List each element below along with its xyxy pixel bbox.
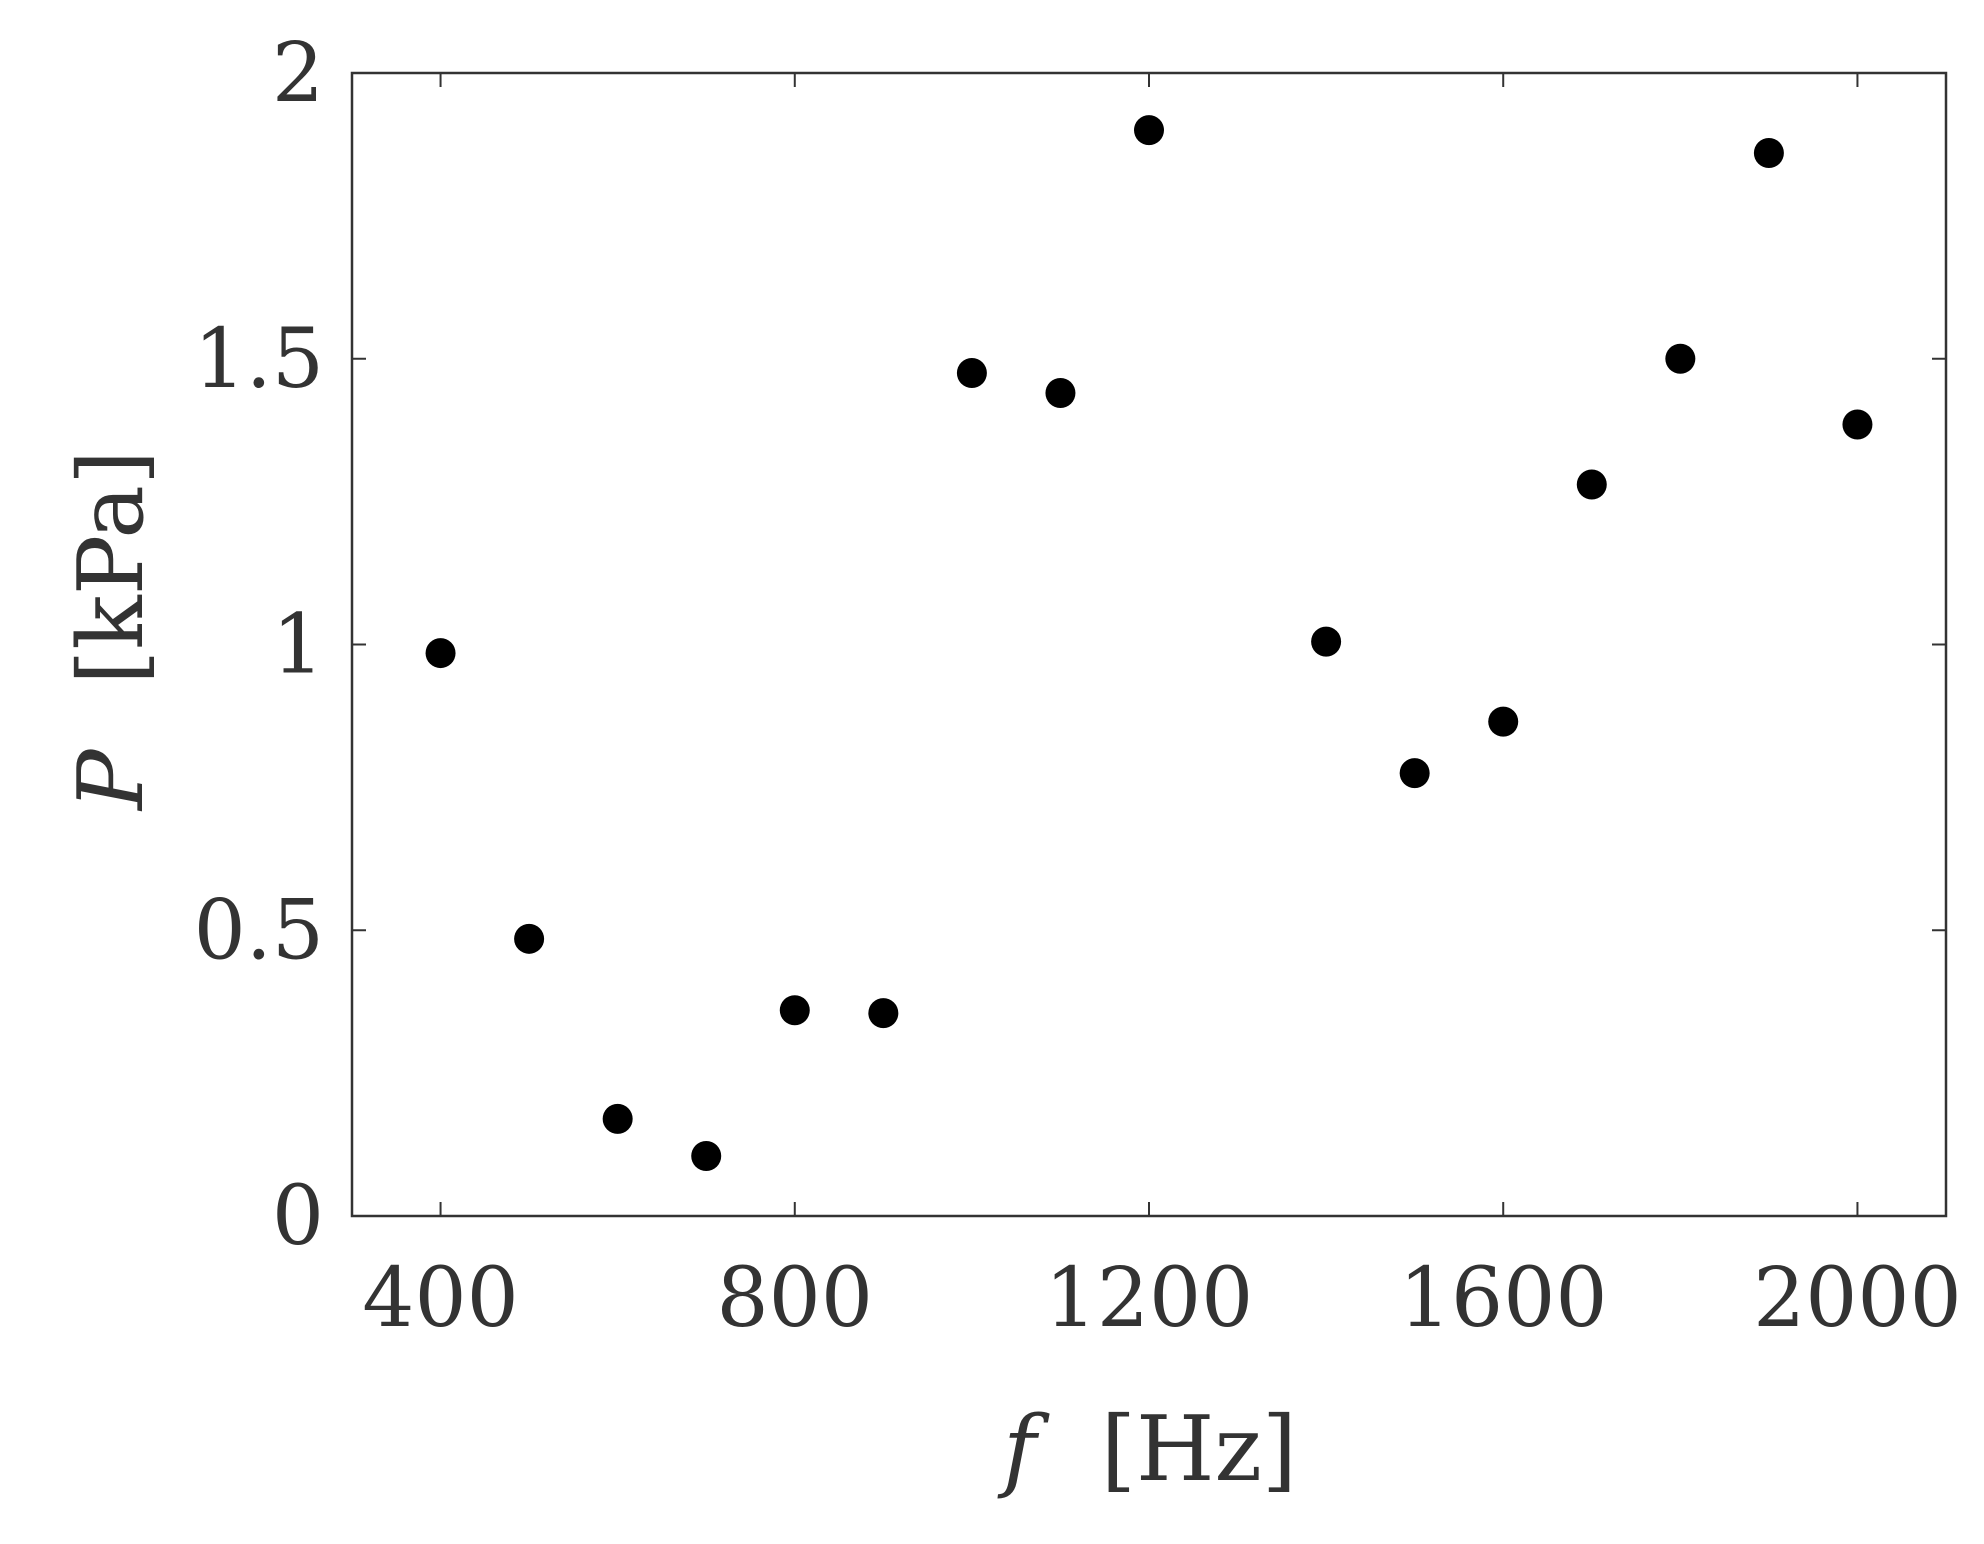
data-point (1134, 115, 1164, 146)
x-tick-label: 2000 (1753, 1251, 1962, 1346)
data-point (868, 998, 899, 1029)
data-point (1488, 706, 1519, 737)
x-tick-label: 1600 (1399, 1251, 1608, 1346)
y-axis-unit: [kPa] (59, 450, 164, 685)
y-axis-symbol: P (59, 748, 164, 812)
data-point (691, 1140, 722, 1171)
data-point (514, 923, 545, 954)
y-tick-label: 0.5 (194, 883, 324, 978)
svg-text:f [Hz]: f [Hz] (997, 1397, 1297, 1502)
x-axis-unit: [Hz] (1101, 1397, 1297, 1502)
data-point (602, 1103, 633, 1134)
x-tick-label: 1200 (1045, 1251, 1254, 1346)
data-point (779, 995, 810, 1026)
data-point (1665, 343, 1696, 374)
y-tick-label: 0 (272, 1169, 324, 1264)
data-point (1576, 469, 1607, 500)
data-point (1399, 758, 1430, 789)
y-tick-label: 1.5 (194, 312, 324, 407)
data-point (1842, 409, 1873, 440)
x-axis-symbol: f (997, 1397, 1050, 1502)
axes-box (350, 71, 1948, 1218)
data-point (1753, 138, 1784, 169)
y-axis-label: P [kPa] (59, 450, 164, 812)
y-tick-label: 1 (272, 598, 324, 693)
data-point (425, 638, 456, 669)
y-tick-label: 2 (272, 26, 324, 121)
svg-text:P [kPa]: P [kPa] (59, 450, 164, 812)
plot-area: 400 800 1200 1600 2000 0 0.5 1 1.5 2 (194, 26, 1962, 1346)
x-tick-label: 400 (362, 1251, 519, 1346)
data-point (1311, 626, 1342, 657)
data-point (956, 358, 987, 389)
x-axis-label: f [Hz] (997, 1397, 1297, 1502)
data-point (1045, 378, 1076, 409)
x-tick-label: 800 (717, 1251, 874, 1346)
